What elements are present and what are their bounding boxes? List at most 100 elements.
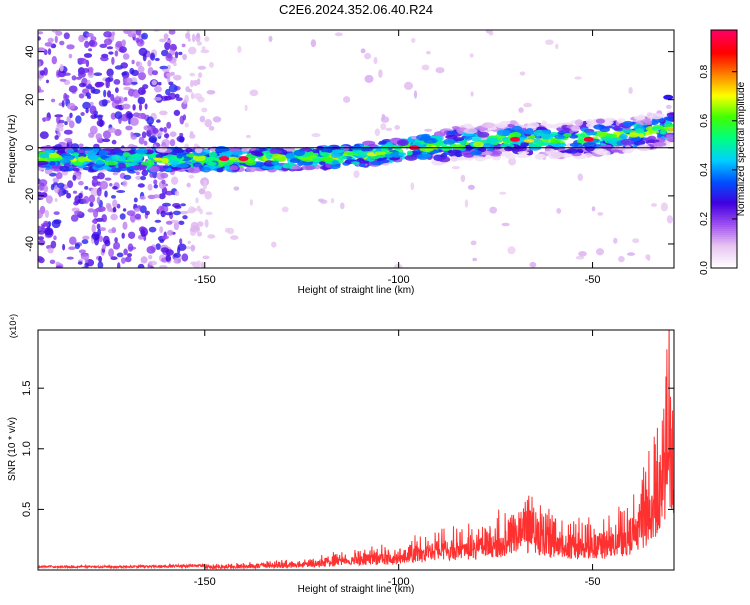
- noise-blob: [160, 172, 169, 179]
- noise-blob: [597, 212, 604, 216]
- colorbar-step: [711, 97, 737, 101]
- noise-blob: [168, 84, 178, 93]
- ridge-cell: [72, 167, 80, 172]
- colorbar-step: [711, 43, 737, 47]
- ridge-cell: [44, 149, 55, 154]
- noise-blob: [109, 183, 113, 187]
- ridge-cell: [370, 160, 384, 166]
- ridge-cell: [450, 155, 458, 162]
- ridge-cell: [232, 151, 244, 156]
- colorbar-step: [711, 83, 737, 87]
- ridge-cell: [293, 149, 306, 157]
- noise-blob: [152, 70, 158, 76]
- noise-blob: [202, 255, 210, 260]
- noise-blob: [165, 220, 173, 225]
- noise-blob: [193, 93, 203, 100]
- noise-blob: [95, 207, 103, 213]
- noise-blob: [364, 52, 372, 60]
- noise-blob: [126, 112, 134, 119]
- ridge-cell: [378, 140, 388, 145]
- colorbar-frame: [710, 29, 738, 269]
- colorbar-step: [711, 158, 737, 162]
- noise-blob: [75, 115, 82, 124]
- ridge-cell: [325, 163, 332, 169]
- noise-blob: [102, 138, 111, 143]
- noise-blob: [83, 195, 90, 204]
- noise-blob: [44, 42, 53, 47]
- noise-blob: [137, 96, 146, 105]
- noise-blob: [106, 68, 114, 77]
- ridge-cell: [576, 148, 584, 154]
- noise-blob: [173, 252, 181, 258]
- noise-blob: [74, 243, 80, 250]
- ridge-cell: [406, 150, 413, 156]
- noise-blob: [157, 81, 162, 86]
- colorbar-step: [711, 147, 737, 150]
- noise-blob: [230, 235, 239, 240]
- noise-blob: [152, 194, 160, 199]
- colorbar-step: [711, 107, 737, 110]
- noise-blob: [163, 33, 169, 40]
- noise-blob: [111, 227, 117, 233]
- noise-blob: [83, 53, 93, 58]
- noise-blob: [212, 116, 222, 123]
- noise-blob: [63, 92, 68, 102]
- ridge-cell: [586, 131, 598, 136]
- noise-blob: [47, 247, 54, 254]
- ridge-cell: [127, 150, 135, 154]
- noise-blob: [104, 190, 108, 198]
- spectrogram-x-axis-label: Height of straight line (km): [298, 285, 415, 296]
- noise-blob: [413, 90, 418, 99]
- colorbar-step: [711, 154, 737, 158]
- noise-blob: [109, 75, 113, 79]
- snr-ticks: -150 -100 -50 0.5 1.0 1.5: [21, 330, 674, 588]
- noise-blob: [47, 48, 52, 55]
- noise-blob: [529, 261, 537, 268]
- noise-blob: [147, 60, 152, 67]
- noise-blob: [130, 30, 137, 37]
- colorbar-step: [711, 59, 737, 63]
- colorbar-step: [711, 250, 737, 253]
- colorbar-step: [711, 204, 737, 208]
- ridge-cell: [477, 131, 490, 138]
- noise-blob: [43, 220, 49, 227]
- noise-blob: [206, 90, 216, 95]
- colorbar-step: [711, 224, 737, 227]
- noise-blob: [111, 31, 115, 37]
- noise-blob: [169, 131, 177, 137]
- peak-point-4: [583, 136, 594, 142]
- ridge-cell: [593, 124, 606, 130]
- noise-blob: [107, 127, 116, 133]
- ridge-cell: [271, 153, 283, 159]
- noise-blob: [190, 225, 197, 233]
- ridge-cell: [155, 146, 168, 153]
- colorbar-step: [711, 166, 737, 170]
- noise-blob: [84, 258, 89, 264]
- noise-blob: [169, 139, 176, 147]
- noise-blob: [146, 116, 154, 125]
- colorbar-step: [711, 99, 737, 102]
- noise-blob: [80, 253, 90, 260]
- ridge-cell: [665, 117, 674, 121]
- ridge-cell: [320, 156, 334, 162]
- y-tick-label: 20: [24, 94, 36, 106]
- colorbar-step: [711, 252, 737, 255]
- noise-blob: [380, 123, 387, 131]
- colorbar-step: [711, 238, 737, 241]
- noise-blob: [404, 81, 413, 90]
- noise-blob: [469, 53, 474, 58]
- noise-blob: [132, 104, 136, 111]
- snr-frame: [37, 329, 675, 571]
- noise-blob: [173, 74, 182, 81]
- ridge-cell: [517, 151, 530, 155]
- noise-blob: [182, 53, 188, 61]
- noise-blob: [360, 48, 366, 54]
- snr-panel: -150 -100 -50 0.5 1.0 1.5 Height of straight …: [7, 314, 675, 595]
- noise-blob: [67, 102, 76, 110]
- colorbar-step: [711, 150, 737, 154]
- noise-blob: [58, 119, 65, 124]
- ridge-cell: [215, 146, 228, 153]
- noise-blob: [523, 102, 532, 108]
- noise-blob: [159, 38, 167, 43]
- noise-blob: [364, 74, 374, 83]
